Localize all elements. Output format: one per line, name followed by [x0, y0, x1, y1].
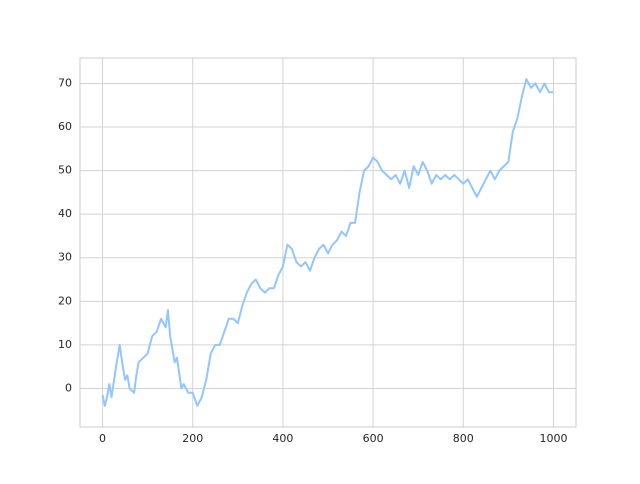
y-tick-label: 0	[65, 381, 72, 394]
x-tick-label: 200	[182, 432, 203, 445]
x-tick-label: 400	[272, 432, 293, 445]
x-tick-label: 0	[99, 432, 106, 445]
y-tick-label: 10	[58, 338, 72, 351]
x-tick-label: 600	[363, 432, 384, 445]
data-line	[101, 78, 553, 407]
plot-frame	[79, 57, 577, 428]
y-tick-label: 60	[58, 120, 72, 133]
y-tick-label: 40	[58, 207, 72, 220]
x-tick-label: 1000	[539, 432, 567, 445]
y-tick-label: 50	[58, 164, 72, 177]
y-tick-label: 70	[58, 76, 72, 89]
y-tick-label: 20	[58, 294, 72, 307]
x-tick-label: 800	[453, 432, 474, 445]
y-tick-label: 30	[58, 251, 72, 264]
